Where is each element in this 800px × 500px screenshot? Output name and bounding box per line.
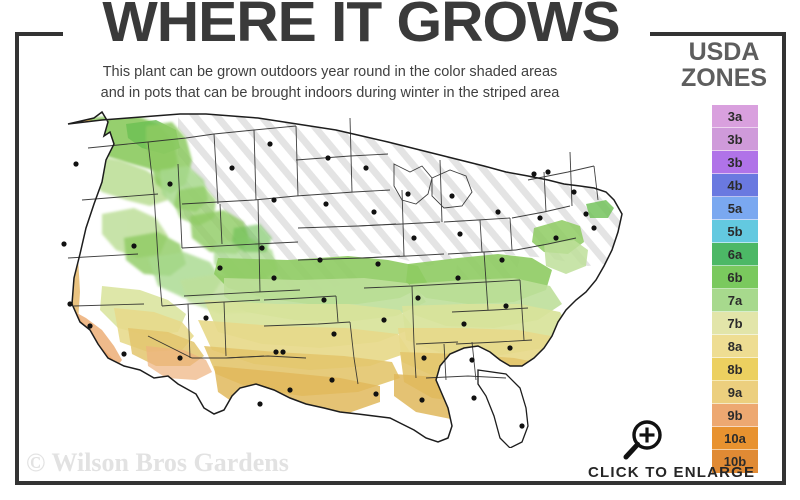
frame-left-border <box>15 32 19 485</box>
usda-hardiness-zone-map[interactable] <box>28 108 648 448</box>
zone-swatch-3a: 3a <box>712 105 758 128</box>
usda-zones-heading: USDA ZONES <box>664 38 784 92</box>
zone-swatch-7a: 7a <box>712 289 758 312</box>
frame-right-border <box>782 32 786 485</box>
usda-zones-heading-line-2: ZONES <box>680 63 768 92</box>
click-to-enlarge-label[interactable]: CLICK TO ENLARGE <box>588 464 756 481</box>
zone-swatch-9b: 9b <box>712 404 758 427</box>
frame-top-right-stub <box>650 32 786 36</box>
zone-swatch-10b: 10b <box>712 450 758 473</box>
usda-zones-legend: 3a 3b 3b 4b 5a 5b 6a 6b 7a 7b 8a 8b 9a 9b 10a 10b <box>712 105 758 473</box>
frame-top-left-stub <box>15 32 63 36</box>
zone-swatch-8a: 8a <box>712 335 758 358</box>
page-subtitle: This plant can be grown outdoors year ro… <box>30 62 630 104</box>
subtitle-line-1: This plant can be grown outdoors year ro… <box>102 64 558 80</box>
zone-swatch-8b: 8b <box>712 358 758 381</box>
subtitle-line-2: and in pots that can be brought indoors … <box>100 85 560 102</box>
watermark: © Wilson Bros Gardens <box>26 448 289 477</box>
zone-swatch-10a: 10a <box>712 427 758 450</box>
zone-swatch-5b: 5b <box>712 220 758 243</box>
page-title: WHERE IT GROWS <box>102 0 620 54</box>
usda-zones-heading-line-1: USDA <box>688 38 760 66</box>
zone-swatch-5a: 5a <box>712 197 758 220</box>
zone-swatch-6b: 6b <box>712 266 758 289</box>
zone-swatch-3b-2: 3b <box>712 151 758 174</box>
zone-swatch-3b-1: 3b <box>712 128 758 151</box>
frame-bottom-border <box>15 481 786 485</box>
zone-swatch-9a: 9a <box>712 381 758 404</box>
zone-swatch-6a: 6a <box>712 243 758 266</box>
zone-swatch-7b: 7b <box>712 312 758 335</box>
magnifier-plus-icon[interactable] <box>620 418 666 464</box>
zone-swatch-4b: 4b <box>712 174 758 197</box>
